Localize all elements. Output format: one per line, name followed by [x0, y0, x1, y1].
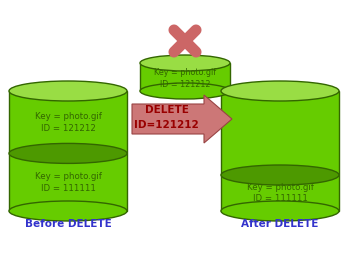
Text: Key = photo.gif
ID = 111111: Key = photo.gif ID = 111111: [35, 172, 101, 193]
Bar: [221, 91, 339, 211]
FancyArrow shape: [132, 95, 232, 143]
Ellipse shape: [9, 201, 127, 221]
Text: Before DELETE: Before DELETE: [25, 219, 111, 229]
Ellipse shape: [9, 143, 127, 163]
Ellipse shape: [9, 81, 127, 101]
Text: Key = photo.gif
ID = 121212: Key = photo.gif ID = 121212: [35, 112, 101, 133]
Ellipse shape: [140, 83, 230, 99]
Text: ID=121212: ID=121212: [134, 120, 199, 130]
Ellipse shape: [221, 201, 339, 221]
Bar: [9, 91, 127, 211]
Ellipse shape: [221, 165, 339, 185]
Text: DELETE: DELETE: [145, 105, 189, 115]
Ellipse shape: [221, 81, 339, 101]
Ellipse shape: [140, 55, 230, 71]
Text: Key = photo.gif
ID = 121212: Key = photo.gif ID = 121212: [154, 68, 216, 89]
Text: Key = photo.gif
ID = 111111: Key = photo.gif ID = 111111: [247, 183, 313, 203]
Bar: [140, 63, 230, 91]
Text: After DELETE: After DELETE: [241, 219, 319, 229]
